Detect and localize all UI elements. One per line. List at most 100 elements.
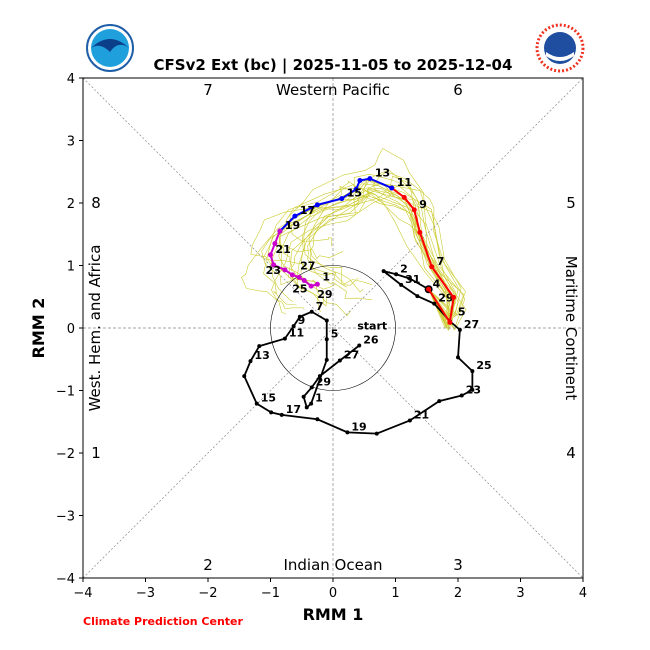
series: 2627291579111315171921232527293124start5… — [242, 167, 492, 436]
ensemble-member-line — [307, 179, 459, 319]
forecast-date-label: 27 — [300, 260, 315, 273]
y-tick-label: 0 — [67, 322, 75, 337]
forecast-point — [411, 207, 417, 213]
observed-date-label: 17 — [286, 403, 301, 416]
x-tick-label: −4 — [73, 586, 92, 601]
y-tick-label: 4 — [67, 72, 75, 87]
observed-point — [309, 385, 314, 390]
forecast-point — [353, 186, 359, 192]
forecast-point — [268, 252, 273, 258]
unit-circle — [270, 265, 396, 391]
observed-point — [324, 318, 329, 323]
observed-point — [337, 358, 342, 363]
observed-date-label: 19 — [351, 420, 366, 433]
observed-point — [304, 405, 309, 410]
region-label-indian-ocean: Indian Ocean — [283, 556, 382, 574]
forecast-point — [417, 229, 423, 235]
observed-date-label: 9 — [298, 314, 306, 327]
forecast-point — [272, 241, 278, 247]
observed-date-label: 13 — [255, 349, 270, 362]
forecast-date-label: 17 — [300, 204, 315, 217]
forecast-point — [277, 228, 283, 234]
phase-label-8: 8 — [91, 194, 101, 212]
observed-line — [243, 270, 474, 435]
observed-date-label: 27 — [344, 349, 359, 362]
forecast-point — [451, 294, 457, 300]
observed-point — [470, 387, 475, 392]
ensemble-member-line — [278, 173, 456, 323]
observed-point — [381, 269, 386, 274]
ensemble-member-line — [289, 148, 457, 325]
forecast-date-label: 29 — [317, 288, 332, 301]
y-tick-label: −4 — [56, 572, 75, 587]
observed-point — [269, 410, 274, 415]
forecast-point — [429, 264, 435, 270]
observed-point — [301, 394, 306, 399]
forecast-date-label: 21 — [276, 243, 291, 256]
y-axis-label: RMM 2 — [29, 298, 48, 359]
phase-label-6: 6 — [453, 81, 463, 99]
observed-point — [309, 309, 314, 314]
observed-point — [437, 399, 442, 404]
forecast-date-label: 25 — [292, 282, 307, 295]
forecast-mean-line — [269, 230, 318, 288]
ensemble-member-line — [263, 180, 450, 322]
forecast-point — [447, 319, 453, 325]
observed-point — [399, 282, 404, 287]
observed-point — [415, 294, 420, 299]
forecast-point — [292, 213, 298, 219]
observed-point — [282, 336, 287, 341]
observed-date-label: 11 — [289, 327, 304, 340]
phase-label-4: 4 — [566, 444, 576, 462]
observed-point — [317, 374, 322, 379]
observed-date-label: 2 — [400, 262, 408, 275]
observed-date-label: 21 — [414, 409, 429, 422]
x-tick-label: −3 — [136, 586, 155, 601]
forecast-date-label: 19 — [285, 219, 300, 232]
observed-date-label: 31 — [405, 273, 420, 286]
observed-date-label: 29 — [316, 375, 331, 388]
forecast-point — [357, 178, 363, 183]
y-tick-label: −1 — [56, 385, 75, 400]
region-label-maritime-continent: Maritime Continent — [562, 256, 580, 401]
forecast-point — [296, 274, 302, 280]
phase-label-2: 2 — [203, 556, 213, 574]
phase-label-5: 5 — [566, 194, 576, 212]
observed-point — [291, 324, 296, 329]
x-axis-label: RMM 1 — [303, 605, 364, 624]
forecast-point — [271, 262, 277, 268]
observed-date-label: 1 — [315, 392, 323, 405]
observed-point — [254, 401, 259, 406]
noaa-logo — [86, 24, 134, 72]
phase-label-7: 7 — [203, 81, 213, 99]
observed-point — [279, 412, 284, 417]
forecast-point — [389, 185, 395, 191]
forecast-date-label: 23 — [266, 264, 281, 277]
forecast-point — [367, 176, 373, 182]
y-tick-label: 1 — [67, 260, 75, 275]
y-tick-label: −3 — [56, 510, 75, 525]
ensemble-member-line — [279, 183, 449, 319]
observed-date-label: 25 — [476, 359, 491, 372]
region-label-west-hem-africa: West. Hem. and Africa — [86, 245, 104, 412]
observed-date-label: 27 — [464, 318, 479, 331]
forecast-point — [301, 278, 307, 283]
forecast-point — [282, 267, 288, 273]
forecast-date-label: 1 — [322, 270, 330, 283]
phase-label-3: 3 — [453, 556, 463, 574]
observed-date-label: 15 — [261, 392, 276, 405]
observed-point — [309, 401, 314, 406]
forecast-point — [426, 286, 432, 292]
observed-date-label: 5 — [331, 327, 339, 340]
x-tick-label: 0 — [329, 586, 337, 601]
observed-point — [394, 272, 399, 277]
forecast-point — [308, 283, 314, 289]
forecast-point — [339, 196, 345, 202]
x-tick-label: 3 — [516, 586, 524, 601]
observed-point — [456, 355, 460, 360]
forecast-point — [289, 272, 295, 278]
grid-lines — [82, 77, 584, 579]
y-tick-label: 2 — [67, 197, 75, 212]
forecast-point — [401, 194, 407, 200]
observed-point — [459, 393, 464, 398]
